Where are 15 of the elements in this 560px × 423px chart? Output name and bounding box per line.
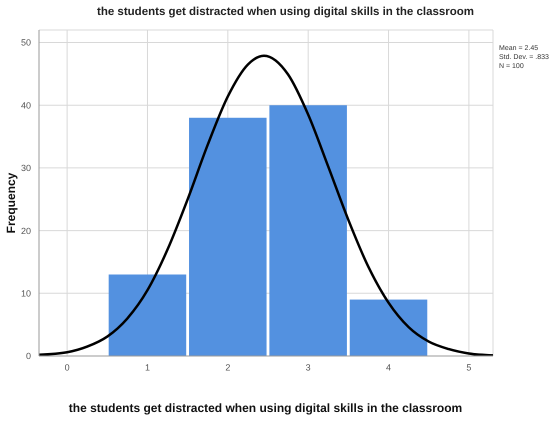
y-tick-label: 30 bbox=[20, 163, 31, 174]
y-tick-label: 20 bbox=[20, 226, 31, 236]
y-tick-label: 0 bbox=[26, 351, 31, 362]
x-tick-label: 2 bbox=[225, 362, 230, 372]
x-tick-label: 1 bbox=[144, 362, 150, 372]
x-tick-label: 0 bbox=[64, 362, 70, 372]
x-tick-label: 3 bbox=[306, 362, 311, 372]
y-tick-label: 10 bbox=[20, 288, 31, 299]
chart-title: the students get distracted when using digital skills in the classroom bbox=[96, 6, 476, 18]
x-tick-label: 4 bbox=[386, 362, 392, 372]
x-axis-title: the students get distracted when using digital skills in the classroom bbox=[68, 401, 464, 415]
y-tick-label: 40 bbox=[20, 100, 31, 110]
y-axis-title: Frequency bbox=[4, 172, 18, 234]
y-tick-label: 50 bbox=[20, 38, 31, 48]
x-tick-label: 5 bbox=[466, 362, 472, 372]
